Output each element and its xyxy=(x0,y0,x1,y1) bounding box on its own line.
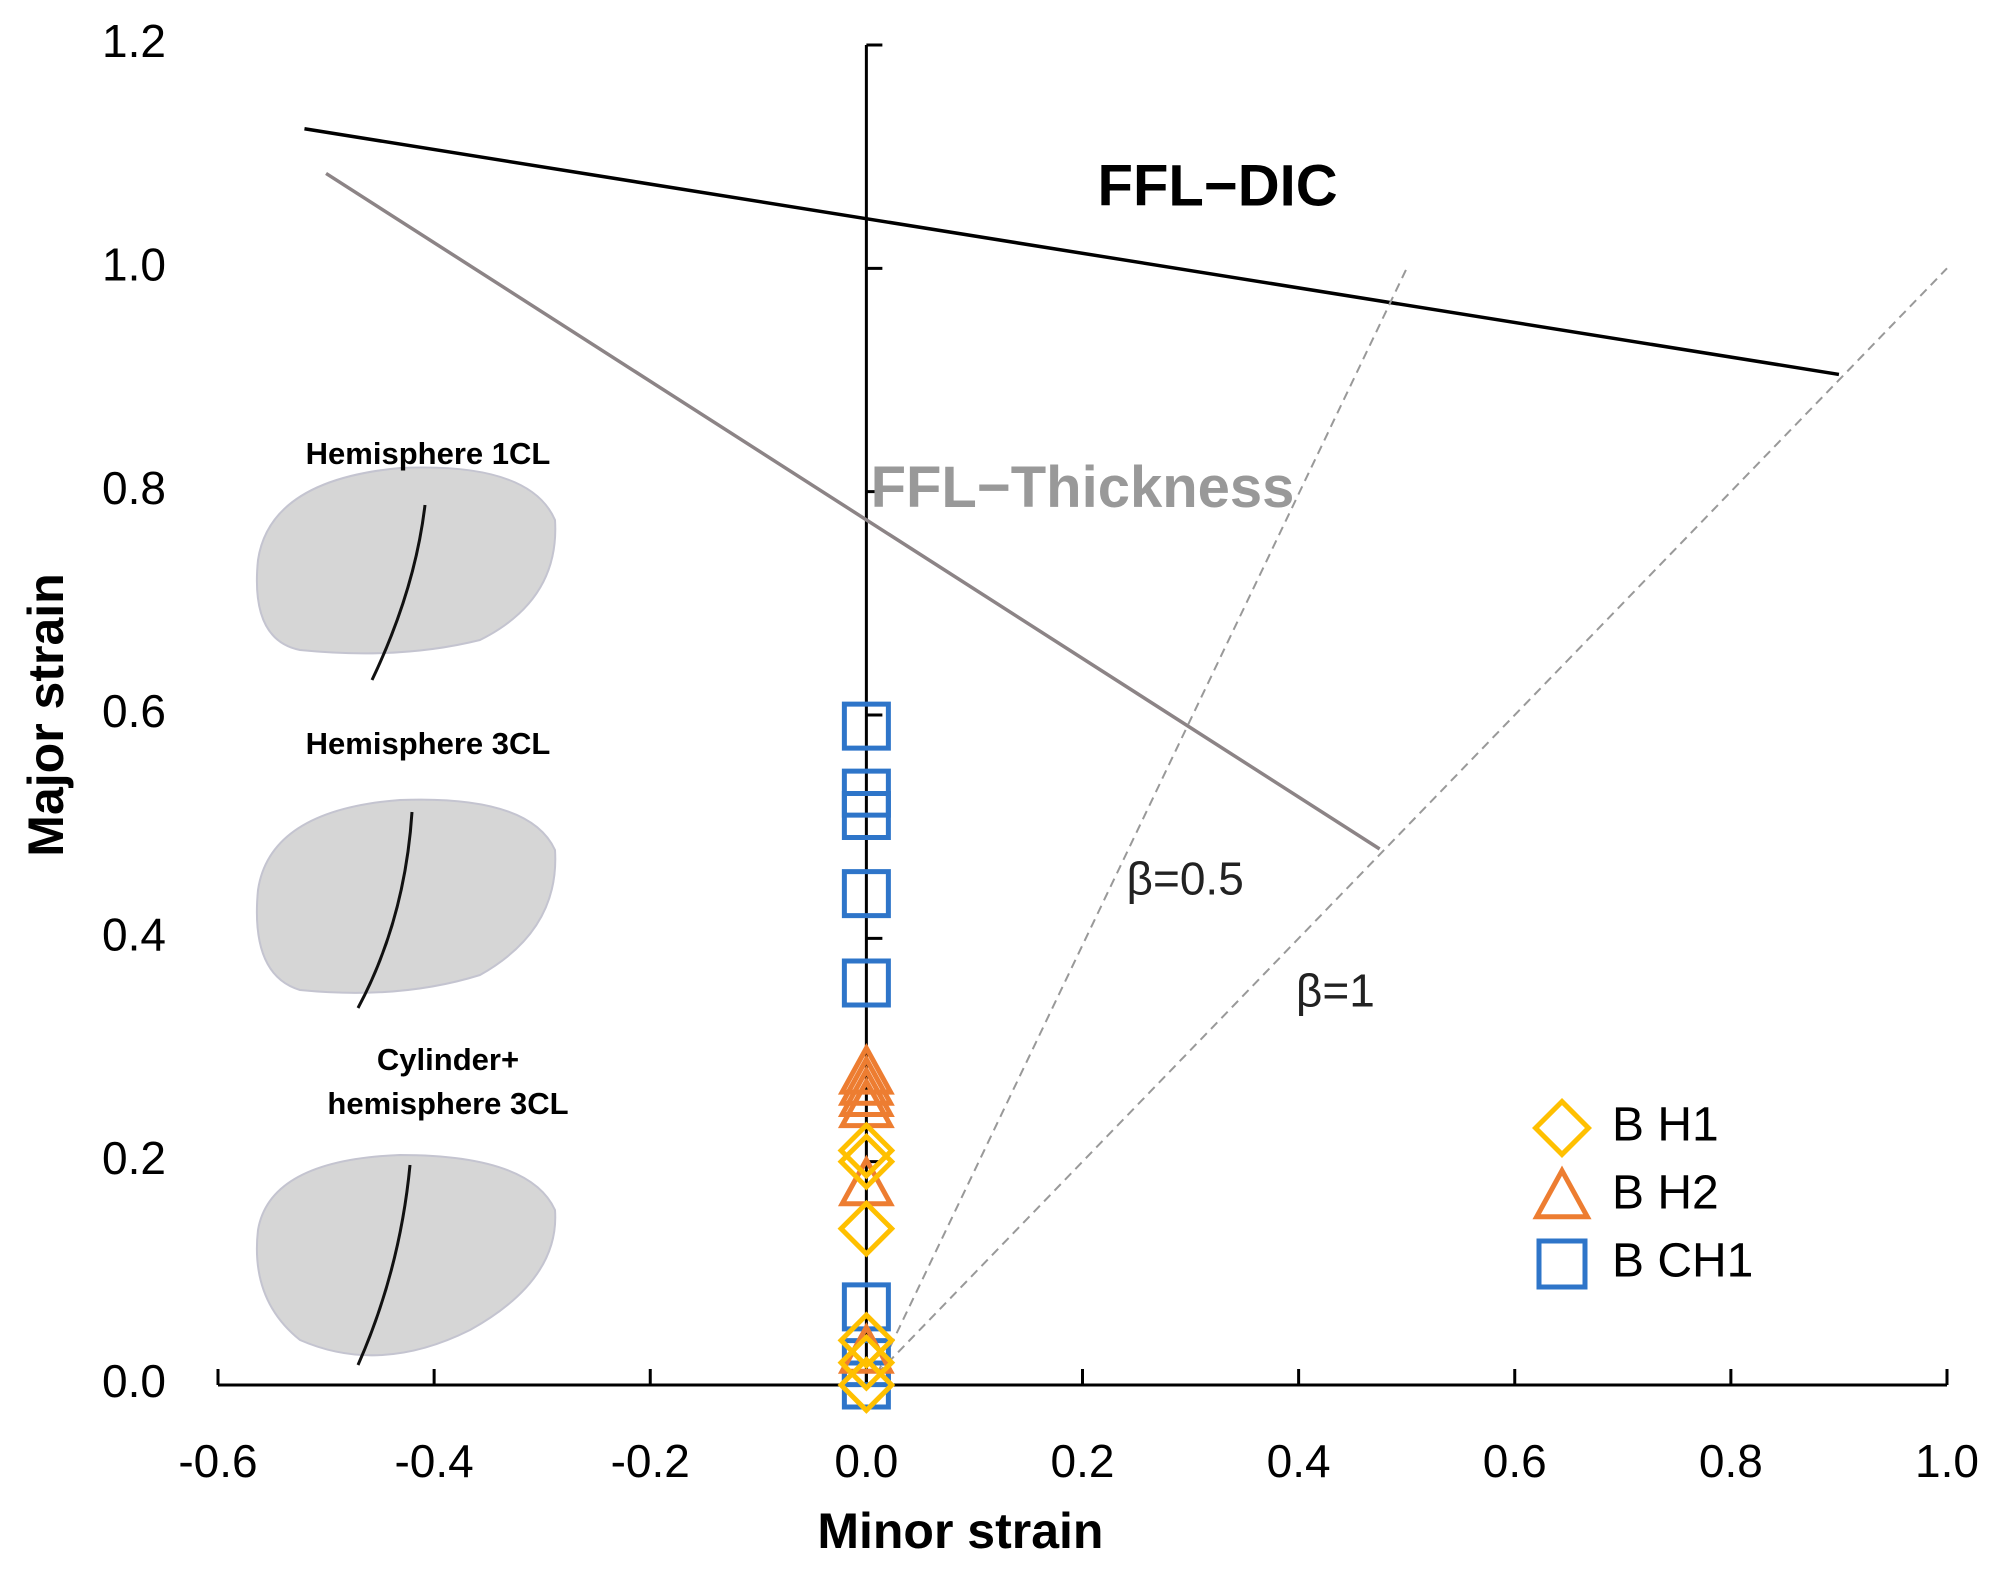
legend-marker xyxy=(1532,1098,1592,1158)
reference-line xyxy=(876,267,1408,1375)
point xyxy=(837,1042,895,1095)
x-tick-label: -0.6 xyxy=(178,1435,257,1487)
point xyxy=(837,1333,896,1392)
point xyxy=(837,1311,896,1370)
y-tick-label: 0.6 xyxy=(102,685,166,737)
inset-photo xyxy=(256,466,557,681)
point xyxy=(841,791,891,840)
y-tick-label: 0.2 xyxy=(102,1132,166,1184)
y-tick-label: 0.8 xyxy=(102,462,166,514)
point xyxy=(841,869,891,919)
y-axis-label: Major strain xyxy=(18,573,74,856)
reference-line xyxy=(876,267,1948,1375)
x-tick-label: 0.6 xyxy=(1483,1435,1547,1487)
x-tick-label: 0.8 xyxy=(1699,1435,1763,1487)
point xyxy=(841,701,891,751)
reference-line xyxy=(304,127,1840,377)
x-tick-label: 0.0 xyxy=(834,1435,898,1487)
point xyxy=(837,1356,896,1414)
x-tick-label: -0.4 xyxy=(394,1435,473,1487)
x-tick-label: -0.2 xyxy=(611,1435,690,1487)
point xyxy=(837,1199,896,1258)
legend-label: B H1 xyxy=(1612,1099,1719,1152)
legend-marker xyxy=(1536,1238,1588,1290)
y-tick-label: 1.0 xyxy=(102,238,166,290)
y-tick-label: 0.0 xyxy=(102,1355,166,1407)
line-label: FFL−Thickness xyxy=(871,455,1295,520)
inset-photo xyxy=(255,1153,557,1366)
x-tick-label: 0.2 xyxy=(1051,1435,1115,1487)
reference-line xyxy=(325,171,1381,851)
inset-photo xyxy=(255,798,557,1009)
point xyxy=(841,768,891,818)
point xyxy=(841,1282,891,1332)
x-tick-label: 0.4 xyxy=(1267,1435,1331,1487)
line-label: FFL−DIC xyxy=(1098,153,1338,218)
legend-label: B H2 xyxy=(1612,1167,1719,1220)
x-axis-label: Minor strain xyxy=(817,1503,1103,1559)
y-tick-label: 0.4 xyxy=(102,908,166,960)
inset-label: hemisphere 3CL xyxy=(327,1086,568,1121)
point xyxy=(841,1360,891,1410)
inset-label: Hemisphere 1CL xyxy=(306,436,551,471)
line-label: β=0.5 xyxy=(1127,853,1244,905)
point xyxy=(837,1054,895,1106)
inset-label: Hemisphere 3CL xyxy=(306,726,551,761)
point xyxy=(837,1121,896,1180)
legend-marker xyxy=(1532,1165,1592,1220)
point xyxy=(837,1132,896,1191)
legend-label: B CH1 xyxy=(1612,1235,1753,1288)
inset-label: Cylinder+ xyxy=(377,1042,519,1077)
y-tick-label: 1.2 xyxy=(102,15,166,67)
line-label: β=1 xyxy=(1296,964,1375,1016)
point xyxy=(841,958,891,1008)
x-tick-label: 1.0 xyxy=(1915,1435,1979,1487)
